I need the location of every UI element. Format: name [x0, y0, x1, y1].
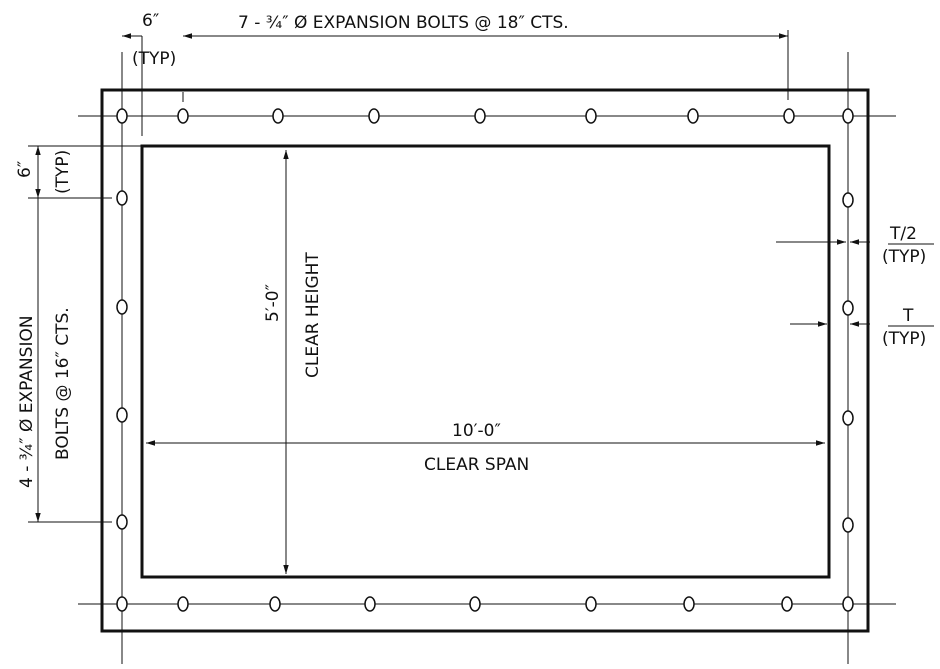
clear-span-label: CLEAR SPAN [424, 455, 529, 475]
side-offset-label: 6″ [15, 161, 35, 178]
right-bolt-holes [842, 192, 854, 533]
clear-span-dimension: 10′-0″ [452, 421, 501, 441]
outer-frame [100, 88, 870, 633]
bolt-centerlines [78, 52, 896, 664]
left-bolt-holes [116, 190, 128, 530]
thickness-typ-label: (TYP) [882, 329, 926, 349]
clear-opening [140, 144, 831, 579]
top-bolt-holes [116, 108, 854, 124]
thickness-label: T [902, 306, 914, 326]
left-dimension-lines [28, 145, 142, 523]
half-thickness-typ-label: (TYP) [882, 247, 926, 267]
side-bolts-label-line1: 4 - ¾″ Ø EXPANSION [17, 315, 37, 488]
top-bolts-label: 7 - ¾″ Ø EXPANSION BOLTS @ 18″ CTS. [238, 13, 569, 33]
side-offset-typ-label: (TYP) [53, 150, 73, 194]
top-dimension-lines [122, 30, 789, 136]
bottom-bolt-holes [116, 596, 854, 612]
right-dimension-lines [776, 239, 870, 327]
clear-height-label: CLEAR HEIGHT [303, 252, 323, 378]
clear-height-dimension: 5′-0″ [263, 284, 283, 322]
side-bolts-label-line2: BOLTS @ 16″ CTS. [53, 307, 73, 460]
top-offset-label: 6″ [142, 11, 159, 31]
half-thickness-label: T/2 [889, 224, 917, 244]
top-offset-typ-label: (TYP) [132, 49, 176, 69]
